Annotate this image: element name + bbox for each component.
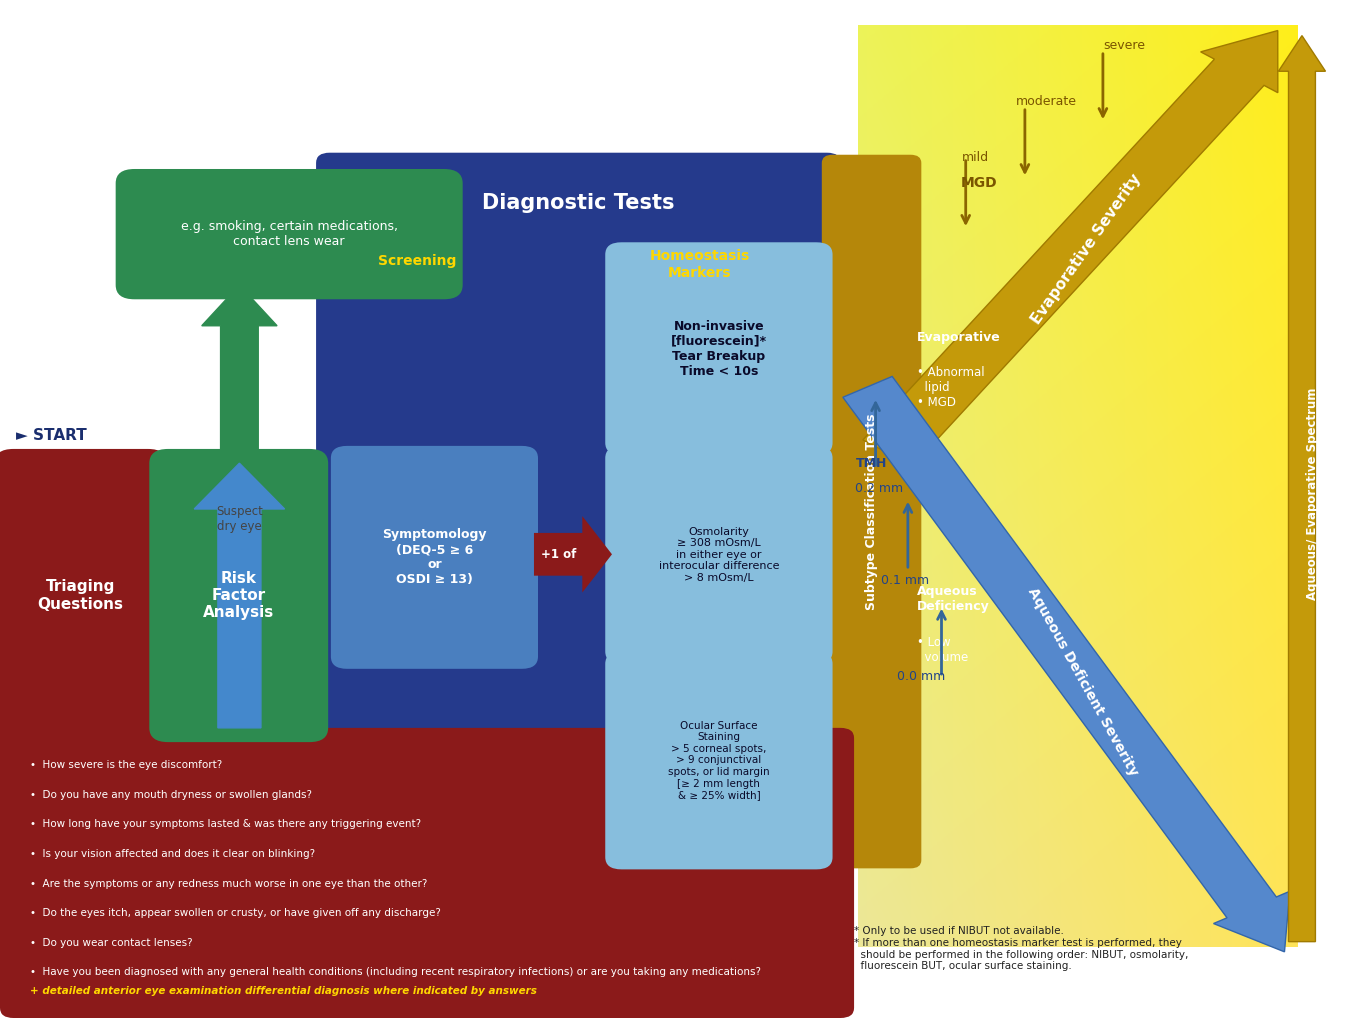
FancyArrow shape bbox=[1279, 36, 1325, 942]
FancyBboxPatch shape bbox=[605, 652, 833, 869]
Text: •  Are the symptoms or any redness much worse in one eye than the other?: • Are the symptoms or any redness much w… bbox=[30, 879, 426, 889]
Text: • Low
  volume: • Low volume bbox=[917, 636, 968, 665]
Text: Homeostasis
Markers: Homeostasis Markers bbox=[650, 249, 749, 280]
Text: mild: mild bbox=[962, 152, 989, 164]
Text: Symptomology
(DEQ-5 ≥ 6
or
OSDI ≥ 13): Symptomology (DEQ-5 ≥ 6 or OSDI ≥ 13) bbox=[382, 528, 487, 586]
Text: •  How severe is the eye discomfort?: • How severe is the eye discomfort? bbox=[30, 760, 222, 771]
Text: TMH: TMH bbox=[855, 457, 886, 469]
Text: Aqueous/ Evaporative Spectrum: Aqueous/ Evaporative Spectrum bbox=[1306, 388, 1319, 600]
Text: Risk
Factor
Analysis: Risk Factor Analysis bbox=[203, 571, 274, 620]
Polygon shape bbox=[534, 516, 612, 592]
FancyBboxPatch shape bbox=[605, 242, 833, 455]
Text: Screening: Screening bbox=[378, 254, 456, 269]
FancyArrow shape bbox=[43, 728, 118, 926]
FancyArrow shape bbox=[202, 285, 277, 463]
Text: Aqueous
Deficiency: Aqueous Deficiency bbox=[917, 585, 990, 614]
Text: e.g. smoking, certain medications,
contact lens wear: e.g. smoking, certain medications, conta… bbox=[180, 220, 398, 248]
Text: Ocular Surface
Staining
> 5 corneal spots,
> 9 conjunctival
spots, or lid margin: Ocular Surface Staining > 5 corneal spot… bbox=[668, 721, 769, 800]
Text: Triaging
Questions: Triaging Questions bbox=[38, 579, 124, 612]
Text: •  Do you wear contact lenses?: • Do you wear contact lenses? bbox=[30, 938, 192, 948]
Text: Non-invasive
[fluorescein]*
Tear Breakup
Time < 10s: Non-invasive [fluorescein]* Tear Breakup… bbox=[671, 320, 767, 378]
Text: 0.1 mm: 0.1 mm bbox=[881, 574, 929, 586]
Text: Diagnostic Tests: Diagnostic Tests bbox=[482, 193, 675, 214]
FancyBboxPatch shape bbox=[605, 446, 833, 664]
FancyBboxPatch shape bbox=[0, 449, 167, 742]
FancyBboxPatch shape bbox=[822, 155, 921, 868]
Text: Aqueous Deficient Severity: Aqueous Deficient Severity bbox=[1025, 585, 1141, 779]
FancyBboxPatch shape bbox=[316, 153, 841, 870]
FancyArrow shape bbox=[843, 377, 1290, 952]
Text: Evaporative Severity: Evaporative Severity bbox=[1029, 171, 1145, 328]
FancyBboxPatch shape bbox=[0, 728, 854, 1018]
FancyArrow shape bbox=[194, 463, 285, 728]
Text: •  Is your vision affected and does it clear on blinking?: • Is your vision affected and does it cl… bbox=[30, 849, 315, 859]
Text: •  Have you been diagnosed with any general health conditions (including recent : • Have you been diagnosed with any gener… bbox=[30, 967, 760, 977]
Text: ► START: ► START bbox=[16, 429, 87, 443]
Text: Suspect
dry eye: Suspect dry eye bbox=[217, 505, 262, 533]
Text: Osmolarity
≥ 308 mOsm/L
in either eye or
interocular difference
> 8 mOsm/L: Osmolarity ≥ 308 mOsm/L in either eye or… bbox=[659, 526, 779, 583]
Text: moderate: moderate bbox=[1015, 96, 1076, 108]
Text: severe: severe bbox=[1103, 40, 1145, 52]
Text: +1 of: +1 of bbox=[541, 548, 577, 561]
Text: 0.2 mm: 0.2 mm bbox=[855, 483, 904, 495]
Text: •  Do the eyes itch, appear swollen or crusty, or have given off any discharge?: • Do the eyes itch, appear swollen or cr… bbox=[30, 908, 440, 918]
Text: •  Do you have any mouth dryness or swollen glands?: • Do you have any mouth dryness or swoll… bbox=[30, 790, 312, 800]
Text: * Only to be used if NIBUT not available.
* If more than one homeostasis marker : * Only to be used if NIBUT not available… bbox=[854, 926, 1189, 971]
FancyBboxPatch shape bbox=[149, 449, 328, 742]
Text: • Abnormal
  lipid
• MGD: • Abnormal lipid • MGD bbox=[917, 366, 985, 409]
Text: •  How long have your symptoms lasted & was there any triggering event?: • How long have your symptoms lasted & w… bbox=[30, 819, 421, 830]
FancyBboxPatch shape bbox=[116, 169, 463, 299]
FancyArrow shape bbox=[863, 31, 1278, 466]
Text: Subtype Classification Tests: Subtype Classification Tests bbox=[865, 413, 878, 610]
Text: MGD: MGD bbox=[960, 176, 997, 190]
Text: + detailed anterior eye examination differential diagnosis where indicated by an: + detailed anterior eye examination diff… bbox=[30, 985, 537, 996]
Text: 0.0 mm: 0.0 mm bbox=[897, 671, 946, 683]
FancyBboxPatch shape bbox=[331, 446, 538, 669]
Text: Evaporative: Evaporative bbox=[917, 331, 1001, 344]
